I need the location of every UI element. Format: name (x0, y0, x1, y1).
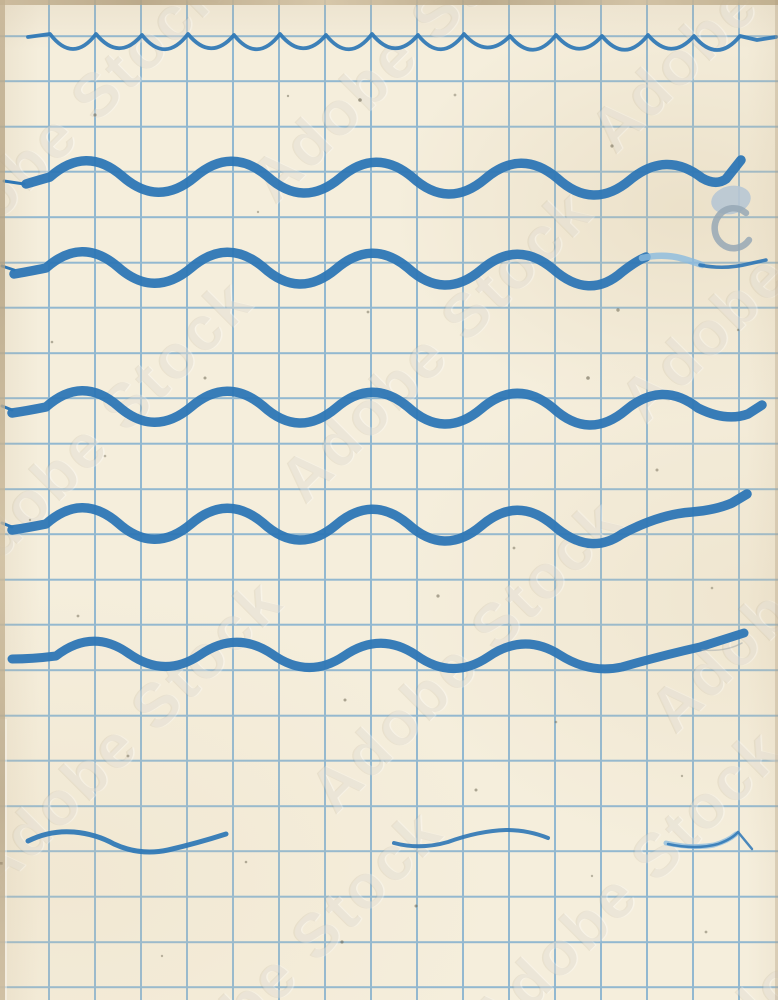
short-wave-left (25, 829, 229, 855)
wave-line-3 (7, 386, 767, 430)
wave-line-2 (9, 247, 651, 291)
short-wave-middle (392, 828, 550, 849)
wave-line-1-tail (2, 179, 26, 186)
paper-specks (28, 93, 740, 958)
short-squiggle-right (666, 830, 754, 851)
wave-line-4 (7, 489, 752, 549)
wave-line-2-faded (638, 252, 706, 269)
scallop-line (26, 32, 778, 52)
paint-blob (711, 185, 753, 252)
paper-edge-right (775, 0, 778, 1000)
paper-edge-top (0, 0, 778, 5)
wave-line-5 (7, 628, 749, 674)
paper-edge-left (0, 0, 5, 1000)
wave-line-2-thin-end (698, 258, 768, 269)
wave-line-1 (21, 155, 746, 200)
wave-line-5-wisp (701, 642, 743, 652)
paint-blob-ring (711, 204, 753, 252)
